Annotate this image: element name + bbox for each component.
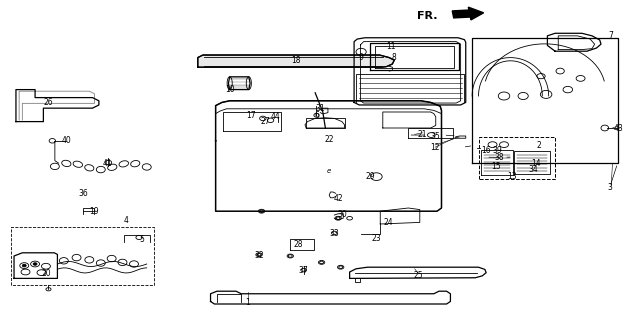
Text: 41: 41 <box>102 159 112 168</box>
Text: 2: 2 <box>536 141 541 150</box>
Text: 40: 40 <box>61 136 71 145</box>
Text: 1: 1 <box>245 298 250 307</box>
Text: 15: 15 <box>491 162 501 171</box>
Text: 8: 8 <box>392 53 397 62</box>
Text: 36: 36 <box>78 189 88 198</box>
Text: 3: 3 <box>607 183 612 192</box>
Text: 32: 32 <box>254 252 264 260</box>
Text: 35: 35 <box>430 132 440 140</box>
Text: 24: 24 <box>383 218 393 227</box>
Text: 20: 20 <box>41 269 51 278</box>
Text: 26: 26 <box>43 98 54 107</box>
FancyArrow shape <box>452 7 484 20</box>
Text: 4: 4 <box>124 216 129 225</box>
Text: 33: 33 <box>329 229 339 238</box>
Text: e: e <box>327 168 330 174</box>
Text: 37: 37 <box>299 266 309 275</box>
Text: 17: 17 <box>246 111 256 120</box>
Text: 22: 22 <box>325 135 334 144</box>
Text: 28: 28 <box>294 240 303 249</box>
Text: 7: 7 <box>609 31 614 40</box>
Ellipse shape <box>22 264 26 267</box>
Text: 44: 44 <box>271 112 281 121</box>
Text: 23: 23 <box>371 234 382 243</box>
Text: 9: 9 <box>358 53 363 62</box>
Text: 29: 29 <box>365 172 375 180</box>
Text: 5: 5 <box>139 236 144 244</box>
Text: 42: 42 <box>333 194 343 203</box>
Text: 27: 27 <box>260 117 271 126</box>
Text: 39: 39 <box>493 146 503 155</box>
Text: 12: 12 <box>431 143 440 152</box>
Text: 11: 11 <box>386 42 395 51</box>
Text: 34: 34 <box>528 165 538 174</box>
Text: 19: 19 <box>89 207 100 216</box>
Polygon shape <box>198 55 394 67</box>
Text: 38: 38 <box>494 153 504 162</box>
Text: 30: 30 <box>337 210 347 219</box>
Text: FR.: FR. <box>417 11 437 21</box>
Ellipse shape <box>33 263 37 265</box>
Text: 13: 13 <box>507 172 517 180</box>
Text: 14: 14 <box>531 159 541 168</box>
Text: 6: 6 <box>314 111 319 120</box>
Text: 16: 16 <box>481 146 491 155</box>
Text: 21: 21 <box>418 130 427 139</box>
Text: 43: 43 <box>614 124 624 132</box>
Text: 31: 31 <box>315 104 325 113</box>
Text: 18: 18 <box>292 56 300 65</box>
Text: 25: 25 <box>413 271 423 280</box>
Text: 10: 10 <box>225 85 235 94</box>
